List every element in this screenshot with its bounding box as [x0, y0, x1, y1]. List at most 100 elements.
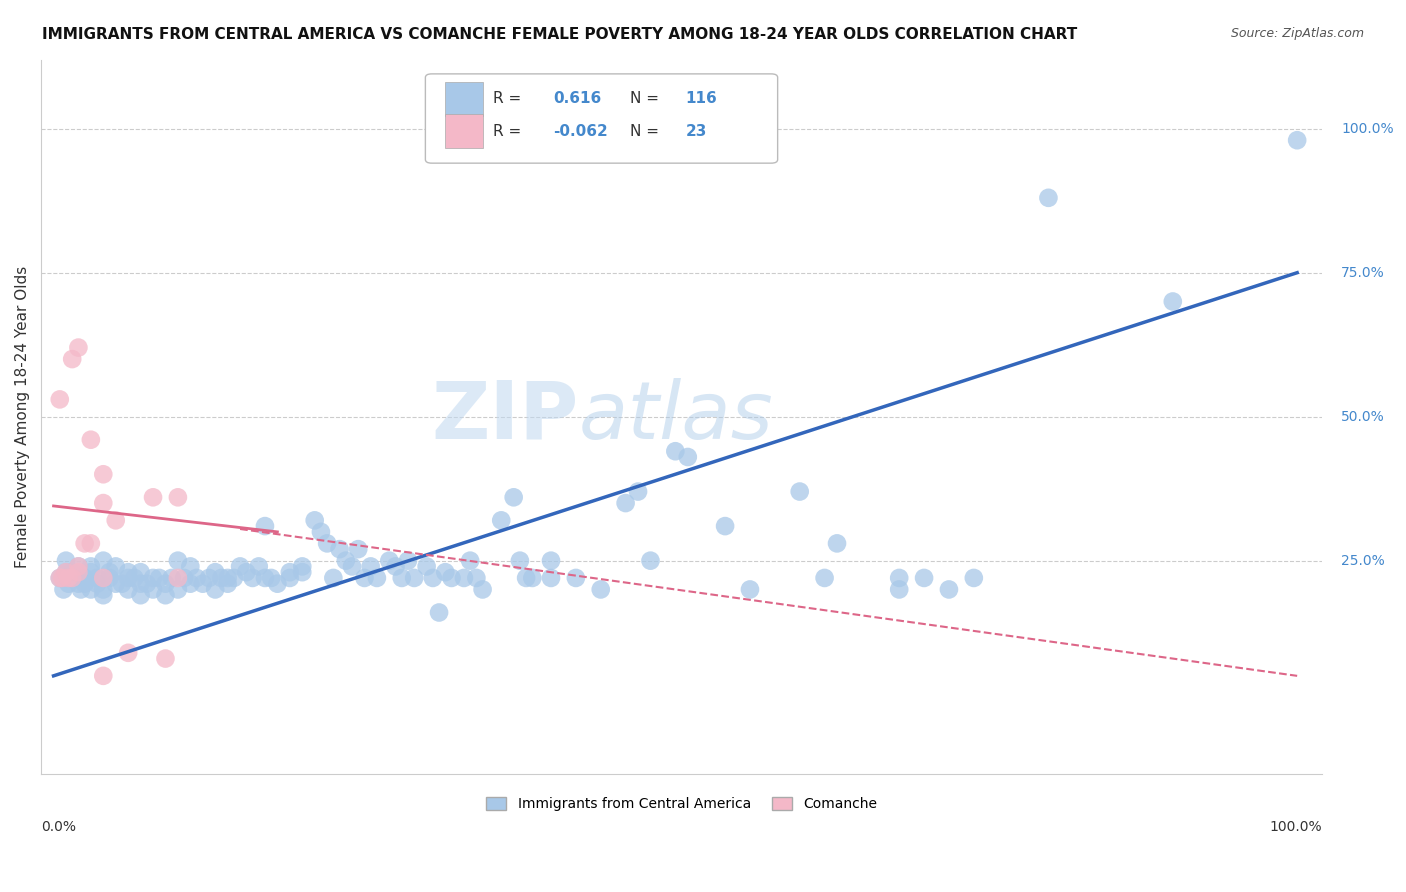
Point	[217, 571, 239, 585]
Point	[142, 491, 165, 505]
Point	[664, 444, 686, 458]
Point	[589, 582, 612, 597]
Point	[465, 571, 488, 585]
FancyBboxPatch shape	[444, 82, 484, 116]
Point	[104, 513, 127, 527]
Point	[415, 559, 437, 574]
Point	[198, 571, 221, 585]
Point	[266, 576, 288, 591]
Point	[186, 571, 208, 585]
Point	[260, 571, 283, 585]
Point	[65, 571, 87, 585]
Point	[491, 513, 513, 527]
Point	[1286, 133, 1309, 147]
Point	[98, 571, 121, 585]
Text: 50.0%: 50.0%	[1341, 409, 1385, 424]
FancyBboxPatch shape	[426, 74, 778, 163]
Point	[1161, 294, 1184, 309]
Point	[502, 491, 524, 505]
Text: Source: ZipAtlas.com: Source: ZipAtlas.com	[1230, 27, 1364, 40]
Point	[67, 576, 90, 591]
Point	[52, 582, 75, 597]
Point	[209, 571, 232, 585]
Point	[912, 571, 935, 585]
Point	[404, 571, 426, 585]
Point	[217, 576, 239, 591]
Text: 100.0%: 100.0%	[1270, 820, 1322, 834]
Point	[58, 576, 80, 591]
Point	[67, 565, 90, 579]
Point	[91, 554, 114, 568]
Point	[49, 571, 72, 585]
Point	[124, 571, 146, 585]
Point	[129, 565, 152, 579]
Point	[179, 559, 201, 574]
Point	[340, 559, 363, 574]
Point	[67, 559, 90, 574]
Point	[73, 571, 96, 585]
Point	[938, 582, 960, 597]
Point	[322, 571, 344, 585]
Point	[73, 576, 96, 591]
Point	[565, 571, 588, 585]
Point	[738, 582, 761, 597]
Y-axis label: Female Poverty Among 18-24 Year Olds: Female Poverty Among 18-24 Year Olds	[15, 266, 30, 568]
Point	[427, 606, 450, 620]
Point	[73, 536, 96, 550]
Point	[167, 582, 190, 597]
Point	[963, 571, 986, 585]
Point	[49, 392, 72, 407]
Point	[70, 582, 93, 597]
Point	[60, 571, 83, 585]
Text: R =: R =	[494, 123, 522, 138]
Point	[117, 571, 139, 585]
Point	[384, 559, 406, 574]
Point	[155, 651, 177, 665]
Point	[278, 565, 301, 579]
Point	[51, 571, 73, 585]
Point	[179, 576, 201, 591]
Point	[1038, 191, 1060, 205]
Text: 0.0%: 0.0%	[41, 820, 76, 834]
Point	[278, 571, 301, 585]
Point	[155, 588, 177, 602]
Point	[129, 576, 152, 591]
Point	[148, 571, 170, 585]
Point	[91, 571, 114, 585]
Point	[540, 571, 562, 585]
Point	[347, 542, 370, 557]
Point	[335, 554, 357, 568]
Point	[80, 565, 103, 579]
Point	[204, 582, 226, 597]
FancyBboxPatch shape	[444, 114, 484, 148]
Point	[67, 559, 90, 574]
Point	[889, 582, 911, 597]
Point	[204, 565, 226, 579]
Point	[434, 565, 457, 579]
Point	[167, 554, 190, 568]
Point	[422, 571, 444, 585]
Text: 25.0%: 25.0%	[1341, 554, 1385, 567]
Point	[522, 571, 544, 585]
Point	[235, 565, 257, 579]
Point	[86, 576, 108, 591]
Legend: Immigrants from Central America, Comanche: Immigrants from Central America, Comanch…	[479, 792, 883, 817]
Point	[614, 496, 637, 510]
Point	[117, 582, 139, 597]
Point	[111, 576, 134, 591]
Text: R =: R =	[494, 91, 522, 106]
Point	[129, 588, 152, 602]
Point	[714, 519, 737, 533]
Point	[329, 542, 352, 557]
Text: N =: N =	[630, 123, 659, 138]
Point	[391, 571, 413, 585]
Point	[304, 513, 326, 527]
Point	[396, 554, 419, 568]
Text: ZIP: ZIP	[432, 377, 579, 456]
Point	[67, 341, 90, 355]
Text: 23: 23	[685, 123, 707, 138]
Point	[471, 582, 494, 597]
Point	[167, 491, 190, 505]
Point	[117, 565, 139, 579]
Point	[155, 576, 177, 591]
